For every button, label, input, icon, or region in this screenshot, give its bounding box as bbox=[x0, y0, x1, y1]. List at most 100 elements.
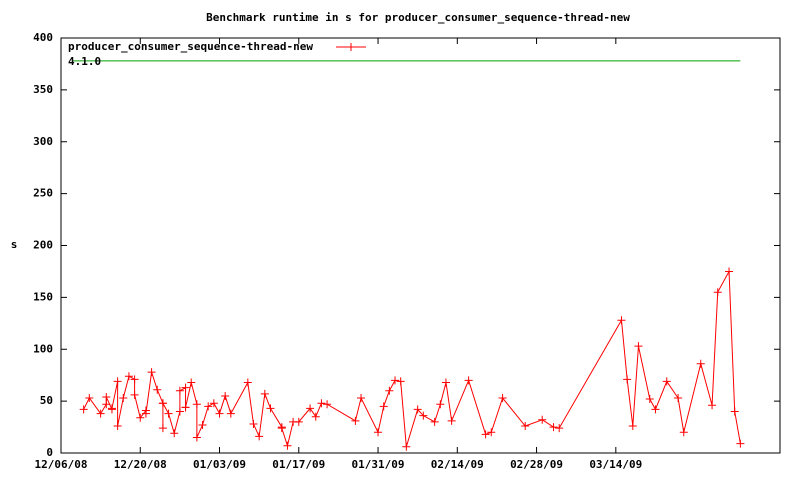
y-tick-label: 50 bbox=[40, 394, 53, 407]
point-marker bbox=[119, 394, 128, 403]
point-marker bbox=[464, 376, 473, 385]
point-marker bbox=[158, 399, 167, 408]
y-tick-label: 300 bbox=[33, 135, 53, 148]
y-tick-label: 0 bbox=[46, 446, 53, 459]
point-marker bbox=[209, 399, 218, 408]
point-marker bbox=[391, 376, 400, 385]
point-marker bbox=[357, 394, 366, 403]
plot-border bbox=[60, 37, 781, 454]
point-marker bbox=[192, 433, 201, 442]
point-marker bbox=[634, 342, 643, 351]
y-tick-label: 350 bbox=[33, 83, 53, 96]
point-marker bbox=[674, 394, 683, 403]
point-marker bbox=[175, 386, 184, 395]
point-marker bbox=[379, 402, 388, 411]
point-marker bbox=[141, 409, 150, 418]
point-marker bbox=[323, 400, 332, 409]
point-marker bbox=[628, 422, 637, 431]
series-line bbox=[83, 269, 741, 448]
point-marker bbox=[436, 400, 445, 409]
point-marker bbox=[221, 391, 230, 400]
point-marker bbox=[107, 404, 116, 413]
point-marker bbox=[441, 378, 450, 387]
point-marker bbox=[402, 442, 411, 451]
point-marker bbox=[130, 390, 139, 399]
point-marker bbox=[96, 409, 105, 418]
point-marker bbox=[651, 405, 660, 414]
point-marker bbox=[713, 288, 722, 297]
y-tick-label: 150 bbox=[33, 290, 53, 303]
x-tick-label: 12/06/08 bbox=[35, 458, 88, 471]
point-marker bbox=[549, 423, 558, 432]
point-marker bbox=[181, 383, 190, 392]
point-marker bbox=[102, 400, 111, 409]
point-marker bbox=[708, 401, 717, 410]
point-marker bbox=[198, 420, 207, 429]
point-marker bbox=[447, 416, 456, 425]
point-marker bbox=[243, 378, 252, 387]
point-marker bbox=[294, 417, 303, 426]
point-marker bbox=[374, 428, 383, 437]
point-marker bbox=[419, 411, 428, 420]
point-marker bbox=[385, 386, 394, 395]
point-marker bbox=[311, 412, 320, 421]
point-marker bbox=[696, 359, 705, 368]
point-marker bbox=[396, 377, 405, 386]
point-marker bbox=[317, 399, 326, 408]
y-tick-label: 200 bbox=[33, 239, 53, 252]
legend-label: producer_consumer_sequence-thread-new bbox=[68, 40, 313, 53]
point-marker bbox=[226, 409, 235, 418]
x-tick-label: 12/20/08 bbox=[114, 458, 167, 471]
point-marker bbox=[617, 316, 626, 325]
point-marker bbox=[187, 378, 196, 387]
point-marker bbox=[413, 405, 422, 414]
y-tick-label: 400 bbox=[33, 31, 53, 44]
point-marker bbox=[249, 419, 258, 428]
y-axis-label: s bbox=[11, 238, 18, 251]
x-tick-label: 01/03/09 bbox=[193, 458, 246, 471]
x-tick-label: 02/28/09 bbox=[510, 458, 563, 471]
legend-swatch bbox=[347, 43, 355, 51]
point-marker bbox=[79, 405, 88, 414]
point-marker bbox=[147, 368, 156, 377]
point-marker bbox=[215, 409, 224, 418]
point-marker bbox=[130, 375, 139, 384]
point-marker bbox=[255, 432, 264, 441]
point-marker bbox=[555, 424, 564, 433]
point-marker bbox=[725, 267, 734, 276]
point-marker bbox=[351, 416, 360, 425]
point-marker bbox=[170, 429, 179, 438]
point-marker bbox=[181, 403, 190, 412]
point-marker bbox=[498, 394, 507, 403]
point-marker bbox=[283, 441, 292, 450]
point-marker bbox=[124, 372, 133, 381]
point-marker bbox=[481, 430, 490, 439]
point-marker bbox=[538, 415, 547, 424]
point-marker bbox=[736, 439, 745, 448]
point-marker bbox=[192, 400, 201, 409]
x-tick-label: 02/14/09 bbox=[431, 458, 484, 471]
point-marker bbox=[102, 392, 111, 401]
point-marker bbox=[113, 422, 122, 431]
point-marker bbox=[662, 377, 671, 386]
point-marker bbox=[430, 417, 439, 426]
chart-title: Benchmark runtime in s for producer_cons… bbox=[206, 11, 630, 24]
point-marker bbox=[158, 424, 167, 433]
point-marker bbox=[136, 413, 145, 422]
point-marker bbox=[521, 422, 530, 431]
point-marker bbox=[85, 394, 94, 403]
y-tick-label: 250 bbox=[33, 187, 53, 200]
point-marker bbox=[306, 404, 315, 413]
point-marker bbox=[113, 377, 122, 386]
x-tick-label: 01/17/09 bbox=[272, 458, 325, 471]
x-tick-label: 03/14/09 bbox=[589, 458, 642, 471]
point-marker bbox=[153, 385, 162, 394]
point-marker bbox=[679, 428, 688, 437]
point-marker bbox=[204, 402, 213, 411]
point-marker bbox=[730, 407, 739, 416]
y-tick-label: 100 bbox=[33, 342, 53, 355]
point-marker bbox=[277, 424, 286, 433]
point-marker bbox=[487, 428, 496, 437]
point-marker bbox=[260, 389, 269, 398]
